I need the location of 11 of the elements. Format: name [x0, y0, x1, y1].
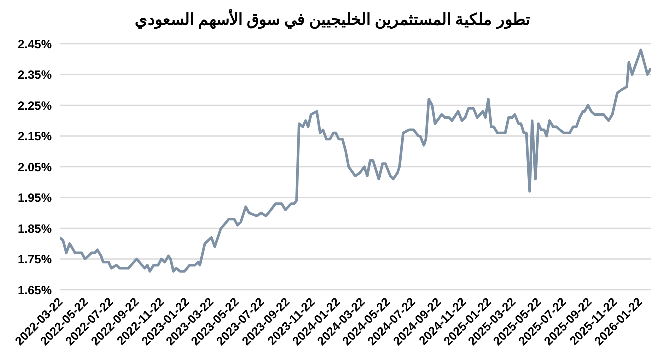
- y-tick-label: 1.85%: [18, 222, 52, 236]
- y-tick-label: 2.25%: [18, 98, 52, 113]
- y-tick-label: 1.95%: [18, 191, 52, 206]
- y-tick-label: 2.05%: [18, 160, 52, 174]
- y-tick-label: 2.45%: [18, 37, 52, 52]
- y-tick-label: 2.15%: [18, 130, 52, 144]
- y-tick-label: 1.65%: [18, 283, 52, 298]
- chart-title: تطور ملكية المستثمرين الخليجيين في سوق الأسهم السعودي: [134, 8, 532, 32]
- y-tick-label: 1.75%: [18, 252, 52, 267]
- line-series: [60, 48, 651, 273]
- y-tick-label: 2.35%: [18, 68, 52, 82]
